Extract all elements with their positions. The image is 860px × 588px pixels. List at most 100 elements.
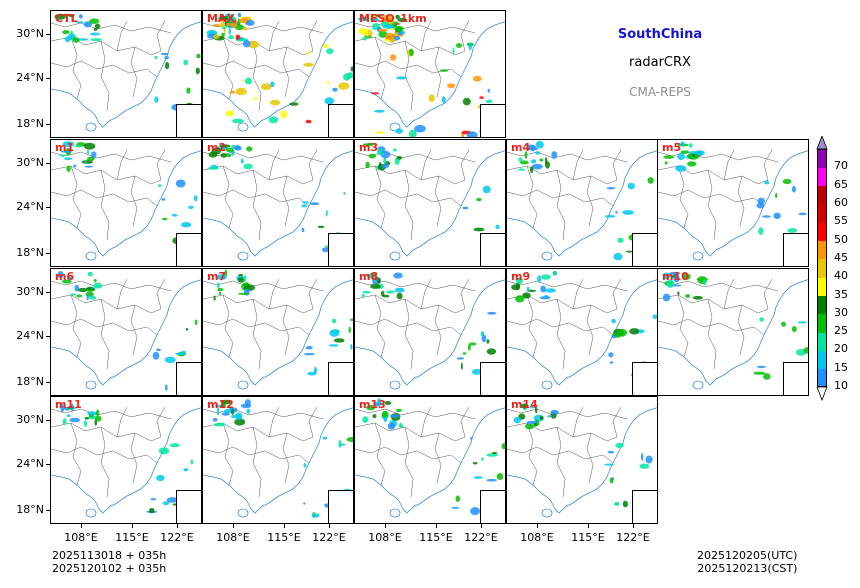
map-panel-m4: m4 <box>506 139 658 267</box>
radar-echo <box>86 156 95 161</box>
colorbar-level-label: 20 <box>834 342 848 356</box>
radar-echo <box>242 27 248 31</box>
colorbar-over-arrow <box>816 136 828 150</box>
radar-echo <box>269 99 281 106</box>
radar-echo <box>302 201 309 204</box>
panel-map <box>355 398 505 518</box>
radar-echo <box>480 331 485 337</box>
radar-echo <box>652 314 657 320</box>
panel-map <box>51 404 201 518</box>
radar-echo <box>213 23 221 27</box>
radar-echo <box>383 416 388 423</box>
radar-echo <box>467 344 471 351</box>
radar-echo <box>539 296 551 300</box>
radar-echo <box>213 295 216 301</box>
radar-echo <box>668 271 681 275</box>
province-border <box>374 165 386 229</box>
hainan-island <box>85 508 97 518</box>
hainan-island <box>389 508 401 518</box>
province-border <box>203 294 314 314</box>
radar-echo <box>169 443 180 448</box>
radar-echo <box>164 56 170 60</box>
colorbar-level-label: 45 <box>834 250 848 264</box>
colorbar-segment <box>817 332 827 351</box>
province-border <box>507 446 614 464</box>
radar-echo <box>627 182 635 190</box>
lat-tick <box>46 253 50 254</box>
lon-label: 115°E <box>419 531 453 544</box>
map-panel-m11: m11 <box>50 396 202 524</box>
radar-echo <box>664 161 668 165</box>
radar-echo <box>313 366 317 375</box>
panel-map <box>203 269 353 390</box>
radar-echo <box>245 19 255 26</box>
province-border <box>460 149 470 181</box>
province-border <box>203 165 314 185</box>
hainan-island <box>389 380 401 390</box>
province-border <box>355 446 462 464</box>
panel-label: m4 <box>511 141 531 154</box>
province-border <box>612 149 622 181</box>
province-border <box>100 426 110 498</box>
radar-echo <box>384 401 392 405</box>
radar-echo <box>303 463 307 468</box>
radar-echo <box>381 15 393 22</box>
coastline <box>658 150 808 257</box>
province-border <box>51 294 162 314</box>
radar-echo <box>57 271 64 279</box>
lon-tick <box>132 524 133 528</box>
province-border <box>507 422 618 442</box>
radar-echo <box>216 407 220 416</box>
radar-echo <box>375 14 382 18</box>
map-panel-m10: m10 <box>657 268 809 396</box>
lon-tick <box>385 524 386 528</box>
radar-echo <box>455 495 461 502</box>
radar-echo <box>348 326 351 334</box>
lat-label: 18°N <box>16 246 44 259</box>
province-border <box>507 280 628 292</box>
valid-time-cst: 2025120213(CST) <box>697 562 798 575</box>
panel-label: MAX <box>207 12 235 25</box>
radar-echo <box>462 206 469 210</box>
coastline <box>203 150 353 257</box>
radar-echo <box>471 368 483 375</box>
province-border <box>460 20 470 52</box>
province-border <box>203 189 310 207</box>
province-border <box>460 406 470 438</box>
south-china-sea-inset <box>176 233 201 266</box>
radar-echo <box>381 410 389 419</box>
coastline <box>51 150 201 257</box>
hainan-island <box>541 508 553 518</box>
radar-echo <box>90 38 103 42</box>
radar-echo <box>235 145 240 150</box>
map-panel-m7: m7 <box>202 268 354 396</box>
radar-echo <box>481 457 484 462</box>
province-border <box>658 151 779 163</box>
lon-tick <box>481 524 482 528</box>
radar-echo <box>611 318 616 324</box>
radar-echo <box>763 373 771 380</box>
radar-echo <box>428 94 435 103</box>
radar-echo <box>311 513 320 518</box>
radar-echo <box>645 455 653 464</box>
south-china-sea-inset <box>783 233 808 266</box>
colorbar-level-label: 30 <box>834 305 848 319</box>
radar-echo <box>515 295 525 303</box>
lon-label: 115°E <box>267 531 301 544</box>
radar-echo <box>246 146 253 152</box>
province-border <box>763 278 773 310</box>
south-china-sea-inset <box>480 233 505 266</box>
radar-echo <box>244 77 252 85</box>
radar-echo <box>84 165 94 168</box>
radar-echo <box>394 288 405 293</box>
map-panel-m2: m2 <box>202 139 354 267</box>
radar-echo <box>365 161 370 169</box>
radar-echo <box>68 14 75 18</box>
province-border <box>116 278 128 310</box>
radar-echo <box>476 197 482 202</box>
radar-echo <box>604 463 615 466</box>
radar-echo <box>343 192 346 195</box>
province-border <box>737 175 745 227</box>
province-border <box>737 304 745 356</box>
radar-echo <box>529 166 534 173</box>
